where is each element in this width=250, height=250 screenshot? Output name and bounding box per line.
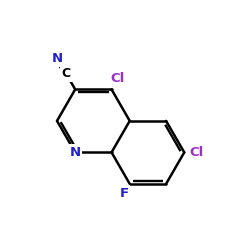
Text: Cl: Cl xyxy=(189,146,204,159)
Text: F: F xyxy=(120,187,129,200)
Text: N: N xyxy=(70,146,81,159)
Text: C: C xyxy=(62,67,71,80)
Text: Cl: Cl xyxy=(110,72,125,85)
Text: N: N xyxy=(52,52,63,65)
